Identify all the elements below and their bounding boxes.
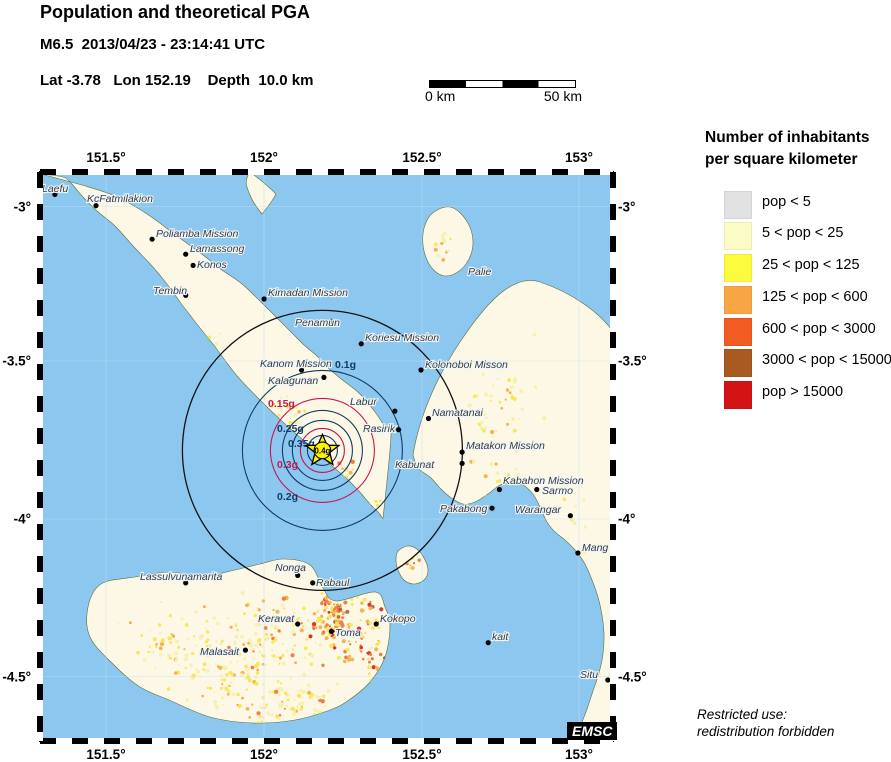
svg-text:Penamun: Penamun <box>295 317 340 329</box>
svg-text:0.15g: 0.15g <box>268 398 295 410</box>
svg-text:0.3g: 0.3g <box>277 459 298 471</box>
svg-text:Pakabong: Pakabong <box>440 503 487 515</box>
svg-text:Koriesu Mission: Koriesu Mission <box>365 332 439 344</box>
svg-text:Situ: Situ <box>580 669 598 681</box>
svg-text:Warangar: Warangar <box>515 504 561 516</box>
svg-text:Lamassong: Lamassong <box>190 243 244 255</box>
svg-text:Keravat: Keravat <box>258 613 295 625</box>
svg-text:Kolonoboi Misson: Kolonoboi Misson <box>425 359 508 371</box>
svg-text:Matakon Mission: Matakon Mission <box>466 440 545 452</box>
svg-text:kait: kait <box>492 631 509 643</box>
svg-text:Konos: Konos <box>197 259 228 271</box>
svg-text:Mang: Mang <box>582 542 608 554</box>
svg-text:0.2g: 0.2g <box>277 491 298 503</box>
svg-text:Kalagunan: Kalagunan <box>268 375 318 387</box>
svg-text:Kimadan Mission: Kimadan Mission <box>268 287 348 299</box>
svg-text:Malasait: Malasait <box>200 646 240 658</box>
svg-text:Sarmo: Sarmo <box>542 485 573 497</box>
svg-text:KcFatmilakion: KcFatmilakion <box>87 193 153 205</box>
svg-text:Lassulvunamarita: Lassulvunamarita <box>140 571 222 583</box>
svg-text:Rabaul: Rabaul <box>316 577 350 589</box>
svg-text:Namatanai: Namatanai <box>432 407 483 419</box>
svg-text:0.4g: 0.4g <box>314 447 330 456</box>
svg-text:Tembin: Tembin <box>153 285 187 297</box>
svg-text:Poliamba Mission: Poliamba Mission <box>156 228 238 240</box>
svg-text:Nonga: Nonga <box>275 562 306 574</box>
svg-text:Kabunat: Kabunat <box>395 459 435 471</box>
svg-text:0.1g: 0.1g <box>335 359 356 371</box>
svg-text:Labur: Labur <box>350 396 377 408</box>
svg-text:Toma: Toma <box>335 627 361 639</box>
svg-text:Kanom Mission: Kanom Mission <box>260 358 332 370</box>
svg-text:0.25g: 0.25g <box>277 423 304 435</box>
svg-text:Laefu: Laefu <box>42 183 68 195</box>
svg-text:Palie: Palie <box>468 266 492 278</box>
svg-text:Rasirik: Rasirik <box>363 423 396 435</box>
svg-text:Kokopo: Kokopo <box>380 613 416 625</box>
